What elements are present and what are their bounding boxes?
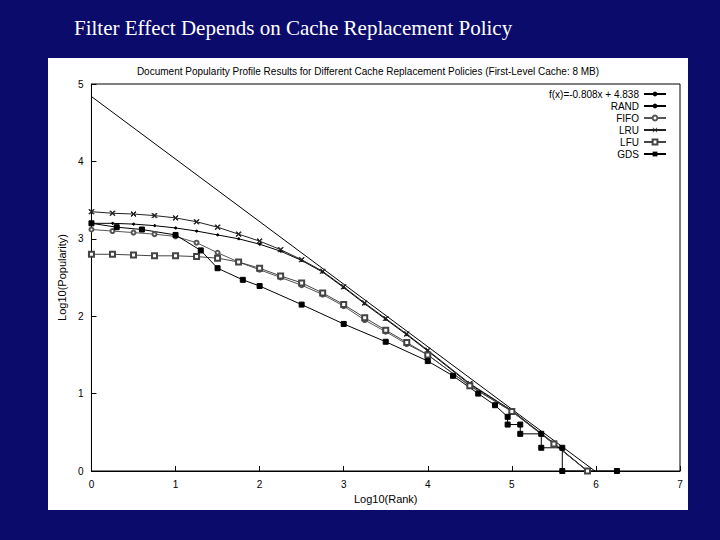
svg-text:LFU: LFU bbox=[620, 137, 639, 148]
svg-text:Log10(Popularity): Log10(Popularity) bbox=[56, 234, 68, 321]
svg-text:FIFO: FIFO bbox=[616, 113, 639, 124]
svg-text:3: 3 bbox=[341, 479, 347, 490]
svg-text:GDS: GDS bbox=[617, 149, 639, 160]
svg-text:2: 2 bbox=[78, 311, 84, 322]
svg-text:1: 1 bbox=[173, 479, 179, 490]
svg-text:5: 5 bbox=[509, 479, 515, 490]
svg-text:0: 0 bbox=[78, 466, 84, 477]
svg-text:LRU: LRU bbox=[619, 125, 639, 136]
svg-text:7: 7 bbox=[677, 479, 683, 490]
svg-text:5: 5 bbox=[78, 79, 84, 90]
svg-text:1: 1 bbox=[78, 388, 84, 399]
svg-text:f(x)=-0.808x + 4.838: f(x)=-0.808x + 4.838 bbox=[549, 89, 639, 100]
svg-text:4: 4 bbox=[78, 156, 84, 167]
svg-text:2: 2 bbox=[257, 479, 263, 490]
html-text:Filter Effect Depends on Cache: Filter Effect Depends on Cache Replaceme… bbox=[74, 16, 513, 40]
svg-text:Document Popularity Profile Re: Document Popularity Profile Results for … bbox=[137, 66, 599, 77]
svg-text:3: 3 bbox=[78, 233, 84, 244]
svg-text:RAND: RAND bbox=[611, 101, 639, 112]
svg-text:Log10(Rank): Log10(Rank) bbox=[354, 493, 418, 505]
svg-text:0: 0 bbox=[89, 479, 95, 490]
svg-text:4: 4 bbox=[425, 479, 431, 490]
svg-text:6: 6 bbox=[593, 479, 599, 490]
